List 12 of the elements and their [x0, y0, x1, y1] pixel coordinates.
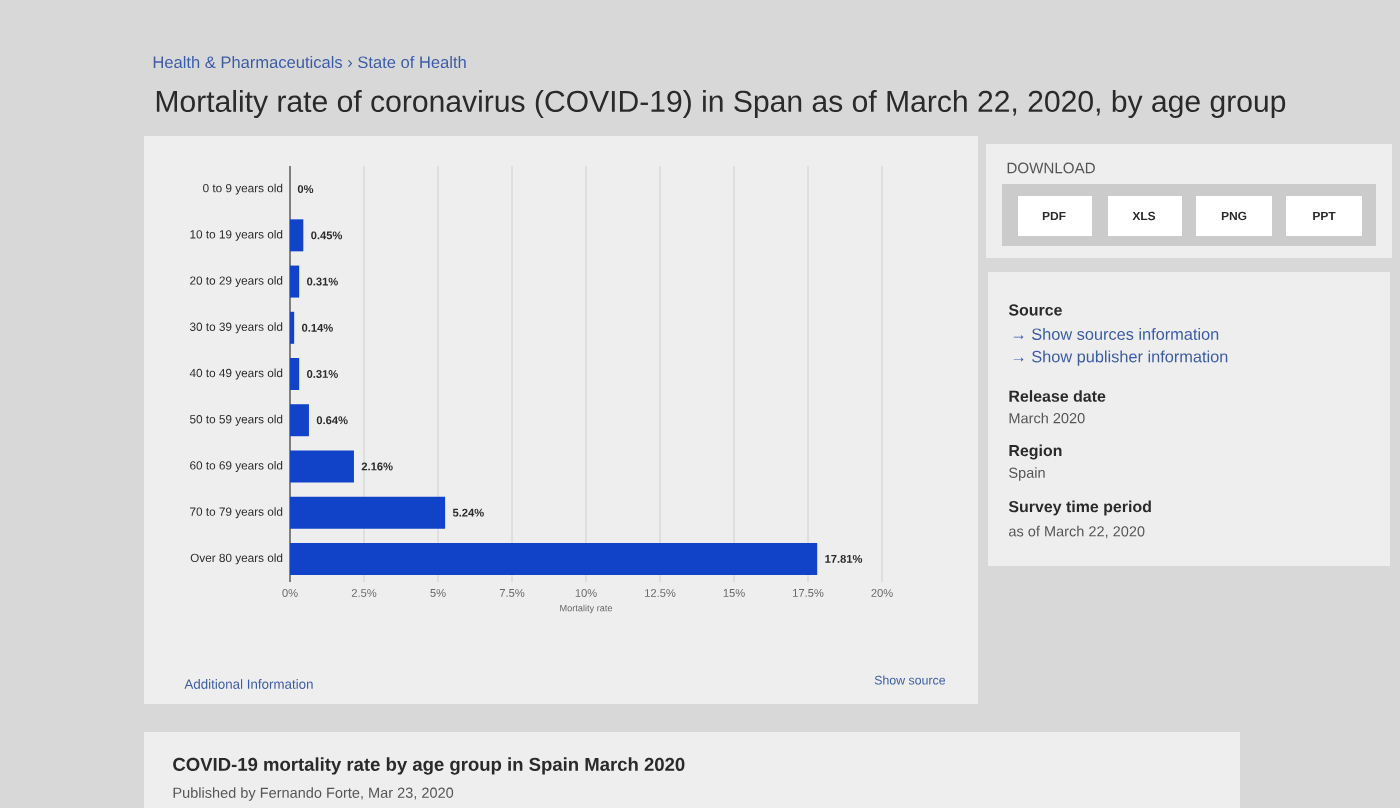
bar [290, 450, 354, 483]
bar [290, 542, 818, 575]
bar [290, 265, 300, 298]
bar [290, 404, 309, 437]
bar [290, 219, 304, 252]
text: → Show sources information [1013, 328, 1219, 340]
text: → Show publisher information [1013, 350, 1228, 366]
chart-title: Mortality rate of coronavirus (COVID-19) in Span as of March 22, 2020, by age group [156, 89, 1286, 119]
text: Health & Pharmaceuticals › State of Health [153, 55, 466, 69]
bar [290, 358, 300, 391]
text: COVID-19 mortality rate by age group in Spain March 2020 [173, 757, 685, 775]
bar [290, 496, 446, 529]
